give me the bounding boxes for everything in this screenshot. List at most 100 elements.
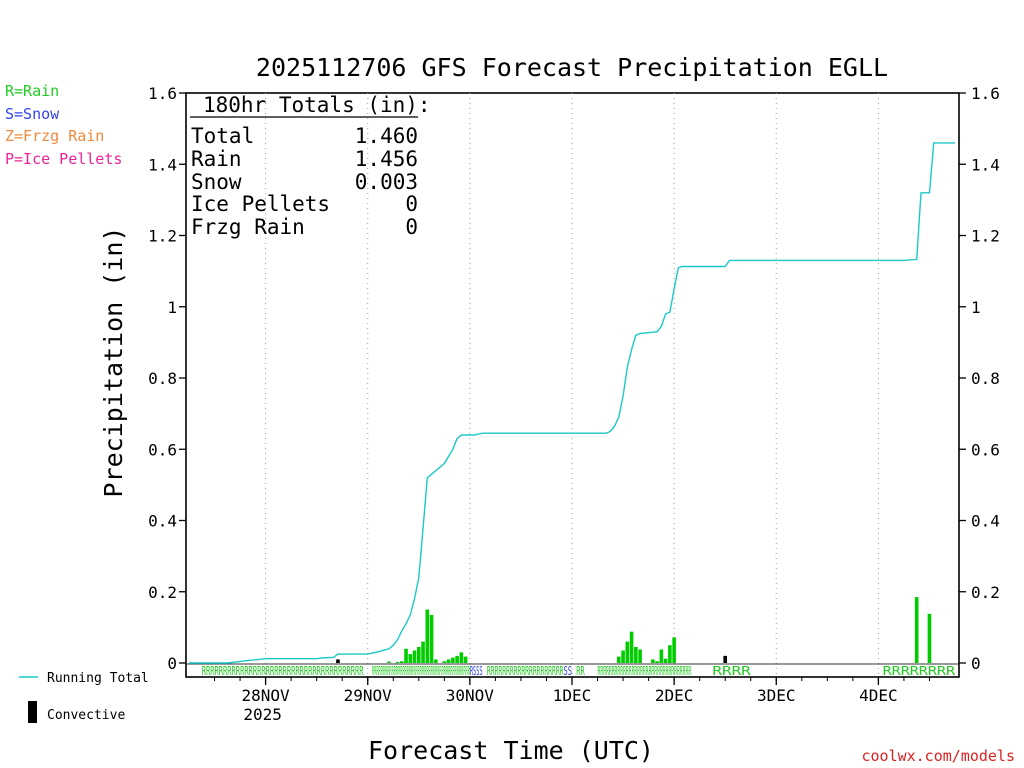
totals-label-frzg-rain: Frzg Rain <box>191 215 305 239</box>
type-marker-rain: RRRRRRRRRRRRRRRRRRRR <box>487 664 564 678</box>
totals-value-snow: 0.003 <box>355 170 418 194</box>
totals-label-ice-pellets: Ice Pellets <box>191 192 330 216</box>
type-marker-rain: RRRRRRRRRRRRRRRRRRRRRRRRRRRRRRRRR <box>598 664 692 678</box>
y-tick-label-left: 1.2 <box>148 227 177 246</box>
precip-bar <box>434 659 438 663</box>
precip-bar <box>446 659 451 663</box>
y-tick-label-right: 1.4 <box>971 155 1000 174</box>
x-axis-label: Forecast Time (UTC) <box>368 736 654 765</box>
precip-bar <box>629 631 634 663</box>
precip-type-legend: R=Rain S=Snow Z=Frzg Rain P=Ice Pellets <box>5 82 122 168</box>
series-legend: Running Total Convective <box>19 671 149 723</box>
precip-bar <box>425 609 430 663</box>
y-tick-label-left: 0.2 <box>148 583 177 602</box>
y-tick-label-left: 0.6 <box>148 440 177 459</box>
y-tick-label-left: 1.6 <box>148 84 177 103</box>
convective-bar <box>723 655 728 663</box>
y-tick-label-right: 0 <box>971 654 981 673</box>
type-marker-rain: RRRRRRRR <box>883 664 956 678</box>
legend-running-total: Running Total <box>47 671 149 686</box>
type-marker-rain: RRRRRRRRRRRRRRRRRRRRRRRRRRRRRRRRRRRRRRRR… <box>372 664 470 678</box>
x-tick-label: 4DEC <box>859 686 898 705</box>
precip-type-markers: RRRRRRRRRRRRRRRRRRRRRRRRRRRRRRRRRRRRRR RR… <box>202 664 956 678</box>
type-marker-snow: SS <box>563 664 572 678</box>
x-tick-label: 28NOV <box>242 686 291 705</box>
precip-bar <box>668 645 672 663</box>
legend-convective: Convective <box>47 708 125 723</box>
precip-bar <box>927 613 932 663</box>
precip-bar <box>655 661 659 663</box>
precip-bar <box>672 637 676 663</box>
y-axis-label: Precipitation (in) <box>99 227 128 498</box>
precip-bar <box>663 658 668 663</box>
running-total-series <box>189 142 955 664</box>
totals-label-snow: Snow <box>191 170 242 194</box>
y-tick-label-left: 1 <box>167 298 177 317</box>
precip-bar <box>651 659 655 663</box>
totals-box: 180hr Totals (in): Total 1.460 Rain 1.45… <box>190 93 431 239</box>
convective-bars <box>336 655 728 663</box>
x-tick-sublabel: 2025 <box>243 705 282 724</box>
precip-bar <box>625 641 630 663</box>
x-tick-label: 30NOV <box>446 686 495 705</box>
x-tick-label: 3DEC <box>757 686 796 705</box>
totals-value-total: 1.460 <box>355 124 418 148</box>
totals-label-rain: Rain <box>191 147 242 171</box>
precip-bar <box>617 656 621 663</box>
chart-title: 2025112706 GFS Forecast Precipitation EG… <box>256 53 888 82</box>
totals-header: 180hr Totals (in): <box>203 93 431 117</box>
totals-value-ice-pellets: 0 <box>405 192 418 216</box>
totals-value-frzg-rain: 0 <box>405 215 418 239</box>
precip-bar <box>387 661 391 663</box>
running-total-line <box>189 142 955 664</box>
convective-swatch <box>28 701 37 723</box>
type-marker-rain: RRRR <box>712 664 751 678</box>
precip-bar <box>659 649 664 663</box>
precip-bar <box>463 656 468 663</box>
x-tick-label: 29NOV <box>344 686 393 705</box>
precip-bar <box>412 650 417 663</box>
y-tick-label-right: 0.8 <box>971 369 1000 388</box>
precip-bar <box>638 649 642 663</box>
y-tick-label-right: 0.2 <box>971 583 1000 602</box>
y-tick-label-left: 0.4 <box>148 512 177 531</box>
precip-bar <box>442 661 447 663</box>
convective-bar <box>336 659 340 663</box>
type-marker-snow: RSSS <box>470 664 483 678</box>
precip-bar <box>429 614 434 663</box>
type-marker-rain: RR <box>576 664 585 678</box>
precip-bar <box>399 661 404 663</box>
legend-snow: S=Snow <box>5 105 60 123</box>
totals-label-total: Total <box>191 124 254 148</box>
precip-bar <box>451 657 455 663</box>
type-marker-rain: RRRRRRRRRRRRRRRRRRRRRRRRRRRRRRRRRRRRRR <box>202 664 364 678</box>
precip-bar <box>421 641 425 663</box>
x-tick-label: 2DEC <box>655 686 694 705</box>
precip-bar <box>634 646 638 663</box>
precip-bars <box>336 597 932 663</box>
legend-rain: R=Rain <box>5 82 59 100</box>
totals-value-rain: 1.456 <box>355 147 418 171</box>
legend-frzg-rain: Z=Frzg Rain <box>5 127 104 145</box>
y-tick-label-left: 0.8 <box>148 369 177 388</box>
precip-bar <box>914 597 919 663</box>
y-tick-label-right: 0.4 <box>971 512 1000 531</box>
y-tick-label-right: 1.6 <box>971 84 1000 103</box>
plot-frame <box>185 92 960 678</box>
y-tick-label-left: 0 <box>167 654 177 673</box>
y-tick-label-right: 1.2 <box>971 227 1000 246</box>
y-tick-label-right: 0.6 <box>971 440 1000 459</box>
precip-bar <box>416 646 421 663</box>
y-tick-label-left: 1.4 <box>148 155 177 174</box>
y-axis-ticks: 0 00.2 0.20.4 0.40.6 0.60.8 0.81 11.2 1.21.4 1.4… <box>148 84 1000 673</box>
precip-bar <box>621 650 625 663</box>
legend-ice-pellets: P=Ice Pellets <box>5 150 122 168</box>
precip-bar <box>459 652 464 663</box>
precip-bar <box>404 648 408 663</box>
precip-bar <box>455 655 459 663</box>
source-credit: coolwx.com/models <box>861 747 1015 765</box>
precip-bar <box>408 654 413 663</box>
x-tick-label: 1DEC <box>553 686 592 705</box>
